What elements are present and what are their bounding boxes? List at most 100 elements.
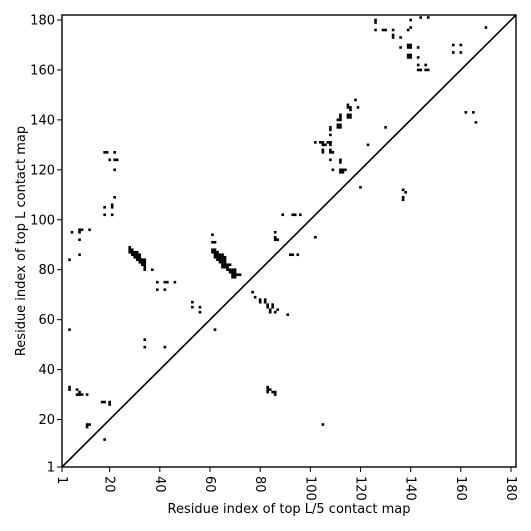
contact-point-lower: [78, 393, 81, 396]
y-tick-label: 80: [38, 263, 55, 278]
contact-point-lower: [359, 185, 362, 189]
contact-point-upper: [133, 253, 137, 257]
contact-point-upper: [391, 33, 395, 37]
contact-point-lower: [273, 390, 277, 394]
contact-point-upper: [211, 250, 214, 254]
x-axis: 1 20 40 60 80 100 120 140 160 180: [54, 467, 518, 501]
contact-point-upper: [409, 56, 412, 59]
contact-point-lower: [263, 300, 267, 304]
contact-point-lower: [273, 310, 277, 314]
contact-point-lower: [354, 98, 357, 102]
contact-point-upper: [173, 280, 177, 284]
y-tick-label: 120: [30, 163, 55, 178]
contact-point-upper: [231, 270, 234, 274]
x-axis-label: Residue index of top L/5 contact map: [168, 502, 411, 517]
contact-point-lower: [329, 151, 332, 154]
diagonal-line: [61, 14, 517, 468]
y-axis-label: Residue index of top L contact map: [14, 126, 29, 356]
contact-point-upper: [228, 263, 232, 267]
contact-point-lower: [80, 393, 84, 396]
contact-point-lower: [329, 158, 332, 162]
contact-point-lower: [326, 141, 330, 144]
contact-point-upper: [424, 68, 428, 72]
contact-point-upper: [484, 26, 488, 29]
contact-point-upper: [223, 263, 227, 267]
contact-point-lower: [346, 113, 350, 117]
contact-point-lower: [321, 151, 325, 154]
contact-point-lower: [85, 423, 89, 426]
contact-point-upper: [105, 151, 109, 154]
contact-point-upper: [459, 51, 463, 54]
contact-point-upper: [416, 63, 420, 67]
contact-point-upper: [406, 28, 410, 32]
contact-point-lower: [384, 126, 387, 129]
contact-point-lower: [329, 126, 332, 129]
plot-frame: [61, 14, 517, 468]
x-tick-label: 140: [403, 476, 418, 501]
contact-point-upper: [166, 280, 169, 284]
y-tick-label: 20: [38, 413, 55, 428]
contact-point-upper: [228, 268, 232, 272]
contact-point-upper: [231, 273, 234, 277]
contact-point-upper: [130, 253, 134, 257]
contact-point-upper: [223, 258, 227, 262]
contact-point-upper: [218, 255, 222, 259]
contact-point-lower: [273, 235, 277, 239]
contact-point-lower: [191, 300, 194, 304]
contact-point-lower: [339, 168, 342, 172]
y-tick-label: 40: [38, 363, 55, 378]
contact-point-lower: [339, 116, 342, 119]
contact-point-lower: [266, 390, 269, 394]
contact-point-lower: [163, 345, 167, 349]
contact-point-upper: [472, 111, 475, 114]
contact-point-lower: [324, 143, 327, 147]
contact-point-upper: [416, 56, 420, 59]
contact-point-lower: [404, 190, 407, 194]
contact-point-lower: [198, 305, 202, 309]
contact-point-lower: [266, 385, 269, 389]
contact-point-lower: [321, 148, 325, 152]
contact-point-lower: [291, 213, 295, 217]
contact-point-upper: [213, 255, 217, 259]
contact-point-lower: [341, 171, 345, 174]
contact-point-lower: [191, 305, 194, 309]
contact-point-upper: [216, 258, 219, 262]
contact-point-upper: [138, 258, 142, 262]
contact-point-upper: [80, 228, 84, 232]
contact-point-lower: [346, 116, 350, 119]
contact-point-lower: [319, 141, 322, 144]
contact-point-upper: [374, 18, 377, 22]
x-tick-label: 80: [252, 476, 267, 493]
contact-point-lower: [329, 141, 332, 144]
x-tick-label: 160: [453, 476, 468, 501]
contact-point-lower: [314, 235, 317, 239]
contact-point-lower: [75, 393, 79, 396]
contact-point-lower: [273, 238, 277, 242]
contact-point-lower: [273, 230, 277, 234]
contact-point-upper: [221, 253, 224, 257]
contact-point-lower: [314, 141, 317, 144]
contact-point-lower: [258, 298, 262, 301]
contact-point-upper: [113, 195, 116, 199]
contact-point-lower: [288, 253, 292, 257]
contact-point-upper: [113, 151, 116, 154]
contact-point-lower: [103, 400, 106, 404]
contact-point-upper: [474, 121, 478, 124]
contact-point-lower: [339, 118, 342, 122]
contact-point-lower: [143, 338, 147, 341]
y-tick-label: 100: [30, 213, 55, 228]
contact-point-lower: [401, 188, 405, 192]
contact-point-upper: [228, 270, 232, 274]
contact-point-lower: [356, 106, 360, 109]
contact-point-upper: [233, 275, 237, 279]
y-tick-label: 180: [30, 13, 55, 28]
contact-point-lower: [213, 328, 217, 331]
contact-point-upper: [68, 258, 71, 262]
contact-point-upper: [140, 263, 144, 267]
contact-point-lower: [349, 106, 352, 109]
contact-point-upper: [135, 258, 139, 262]
contact-point-lower: [68, 388, 71, 391]
contact-point-lower: [329, 128, 332, 132]
contact-point-lower: [266, 388, 269, 391]
